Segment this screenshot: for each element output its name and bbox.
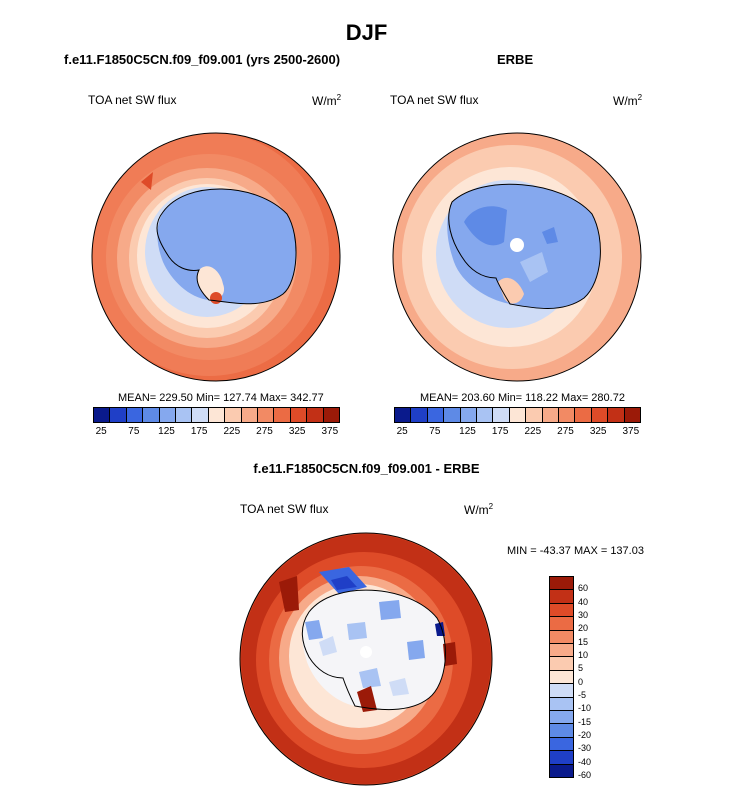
diff-colorbar-tick-label: 15 (578, 636, 589, 647)
diff-colorbar-swatch (550, 670, 573, 685)
diff-colorbar-tick-label: -30 (578, 743, 592, 754)
diff-colorbar-swatch (550, 617, 573, 631)
right-colorbar (394, 407, 641, 423)
left-colorbar-tick-label: 175 (190, 426, 208, 437)
left-colorbar-swatch (143, 408, 160, 422)
diff-colorbar-ticks: 60 40 30 20 15 10 5 0 -5 -10 -15 -20 -30 -40 -60 (578, 576, 618, 780)
diff-colorbar-tick-label: -10 (578, 703, 592, 714)
diff-colorbar-swatch (550, 737, 573, 752)
right-colorbar-swatch (477, 408, 494, 422)
diff-colorbar-swatch (550, 603, 573, 618)
diff-colorbar-tick-label: -5 (578, 690, 587, 700)
left-colorbar-tick-label: 275 (256, 426, 273, 437)
right-colorbar-swatch (427, 408, 445, 422)
right-panel-case-title: ERBE (497, 52, 534, 67)
diff-colorbar-swatch (550, 697, 573, 712)
right-colorbar-swatch (559, 408, 576, 422)
left-colorbar-swatch (159, 408, 177, 422)
diff-colorbar-tick-label: -40 (578, 756, 592, 767)
diff-colorbar-swatch (550, 751, 573, 765)
right-colorbar-tick-label: 125 (459, 426, 476, 437)
right-panel-units-label: W/m2 (613, 93, 643, 108)
right-colorbar-swatch (624, 408, 641, 422)
right-colorbar-tick-label: 375 (622, 426, 640, 437)
right-colorbar-swatch (542, 408, 560, 422)
diff-colorbar-tick-label: 5 (578, 663, 584, 674)
right-colorbar-tick-label: 25 (396, 426, 408, 437)
left-panel-stats: MEAN= 229.50 Min= 127.74 Max= 342.77 (118, 392, 324, 404)
left-colorbar-tick-label: 25 (95, 426, 107, 437)
right-colorbar-swatch (395, 408, 412, 422)
left-colorbar-tick-label: 125 (158, 426, 175, 437)
right-colorbar-swatch (411, 408, 428, 422)
left-colorbar-swatch (258, 408, 275, 422)
right-colorbar-swatch (493, 408, 510, 422)
diff-colorbar-swatch (550, 724, 573, 738)
diff-colorbar-tick-label: -20 (578, 730, 592, 740)
diff-colorbar-tick-label: -60 (578, 770, 592, 780)
right-colorbar-tick-label: 225 (524, 426, 542, 437)
right-colorbar-swatch (444, 408, 461, 422)
diff-panel-units-label: W/m2 (464, 502, 494, 517)
diff-polar-map (239, 532, 493, 786)
diff-colorbar-swatch (550, 711, 573, 725)
right-colorbar-tick-label: 175 (491, 426, 509, 437)
right-colorbar-swatch (509, 408, 527, 422)
diff-colorbar-swatch (550, 577, 573, 591)
left-polar-map (91, 132, 341, 382)
right-colorbar-swatch (460, 408, 478, 422)
diff-colorbar-swatch (550, 657, 573, 671)
left-colorbar-swatch (176, 408, 193, 422)
left-colorbar-tick-label: 225 (223, 426, 241, 437)
right-colorbar-tick-label: 325 (589, 426, 607, 437)
right-panel-variable-label: TOA net SW flux (390, 93, 479, 107)
diff-colorbar-swatch (550, 764, 573, 778)
left-colorbar-swatch (307, 408, 324, 422)
diff-colorbar-tick-label: 40 (578, 596, 589, 607)
page-title: DJF (345, 20, 388, 45)
left-colorbar-tick-label: 325 (288, 426, 306, 437)
left-colorbar (93, 407, 340, 423)
diff-colorbar-swatch (550, 644, 573, 658)
left-colorbar-tick-label: 375 (321, 426, 339, 437)
left-colorbar-swatch (208, 408, 226, 422)
diff-colorbar-swatch (550, 590, 573, 604)
left-colorbar-swatch (225, 408, 242, 422)
left-colorbar-swatch (192, 408, 209, 422)
left-colorbar-swatch (126, 408, 144, 422)
diff-colorbar-tick-label: 10 (578, 650, 589, 660)
right-colorbar-swatch (575, 408, 592, 422)
left-colorbar-swatch (110, 408, 127, 422)
left-panel-units-label: W/m2 (312, 93, 342, 108)
diff-colorbar-tick-label: 0 (578, 676, 584, 687)
right-colorbar-tick-label: 75 (429, 426, 441, 437)
left-colorbar-swatch (290, 408, 308, 422)
diff-colorbar-tick-label: 20 (578, 623, 589, 634)
right-colorbar-swatch (591, 408, 609, 422)
diff-panel-case-title: f.e11.F1850C5CN.f09_f09.001 - ERBE (253, 461, 480, 476)
diff-colorbar-swatch (550, 684, 573, 698)
left-colorbar-swatch (274, 408, 291, 422)
diff-panel-variable-label: TOA net SW flux (240, 502, 329, 516)
left-colorbar-swatch (323, 408, 340, 422)
left-colorbar-swatch (94, 408, 111, 422)
right-panel-stats: MEAN= 203.60 Min= 118.22 Max= 280.72 (420, 392, 625, 404)
diff-colorbar-tick-label: -15 (578, 716, 592, 727)
left-colorbar-tick-label: 75 (128, 426, 140, 437)
diff-panel-stats: MIN = -43.37 MAX = 137.03 (507, 545, 644, 557)
diff-colorbar (549, 576, 574, 778)
left-panel-variable-label: TOA net SW flux (88, 93, 177, 107)
right-colorbar-swatch (526, 408, 543, 422)
diff-colorbar-swatch (550, 630, 573, 645)
left-panel-case-title: f.e11.F1850C5CN.f09_f09.001 (yrs 2500-26… (64, 52, 341, 67)
left-colorbar-swatch (241, 408, 259, 422)
right-colorbar-tick-label: 275 (557, 426, 574, 437)
right-colorbar-swatch (608, 408, 625, 422)
diff-colorbar-tick-label: 60 (578, 583, 589, 594)
right-polar-map (392, 132, 642, 382)
diff-colorbar-tick-label: 30 (578, 610, 589, 620)
